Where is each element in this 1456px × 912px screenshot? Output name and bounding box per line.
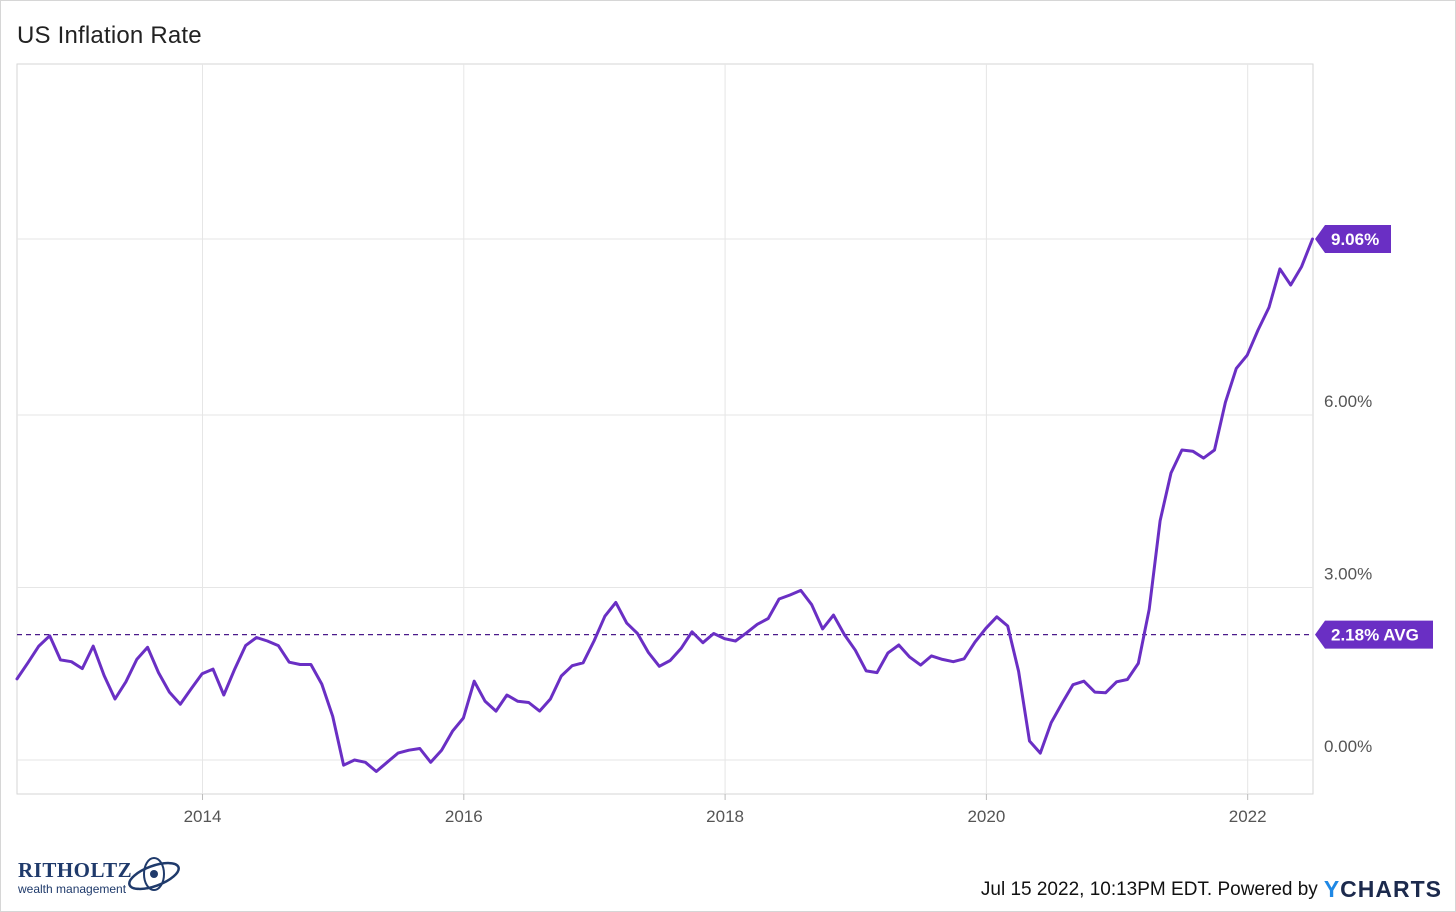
- series-line: [15, 237, 1314, 773]
- x-tick-label: 2016: [445, 807, 483, 826]
- x-tick-label: 2018: [706, 807, 744, 826]
- ycharts-wordmark: CHARTS: [1340, 876, 1442, 902]
- plot-area: [16, 63, 1314, 795]
- ycharts-logo: YCHARTS: [1324, 876, 1442, 903]
- chart-title: US Inflation Rate: [17, 22, 202, 49]
- last-value-label: 9.06%: [1331, 230, 1379, 249]
- x-tick-label: 2022: [1229, 807, 1267, 826]
- y-tick-label: 6.00%: [1324, 392, 1372, 411]
- ritholtz-logo: RITHOLTZ wealth management: [18, 852, 188, 902]
- average-flag: 2.18% AVG: [1315, 620, 1433, 649]
- logo-subtitle: wealth management: [18, 882, 127, 896]
- y-tick-label: 0.00%: [1324, 737, 1372, 756]
- ycharts-y: Y: [1323, 876, 1341, 902]
- footer-timestamp: Jul 15 2022, 10:13PM EDT. Powered by: [980, 878, 1318, 900]
- x-tick-label: 2020: [967, 807, 1005, 826]
- chart-footer: Jul 15 2022, 10:13PM EDT. Powered by YCH…: [981, 876, 1442, 903]
- last-value-flag: 9.06%: [1315, 225, 1391, 253]
- ritholtz-emblem-icon: [128, 857, 180, 891]
- average-label: 2.18% AVG: [1331, 626, 1419, 645]
- y-tick-label: 3.00%: [1324, 564, 1372, 583]
- logo-name: RITHOLTZ: [18, 858, 133, 882]
- x-tick-label: 2014: [184, 807, 222, 826]
